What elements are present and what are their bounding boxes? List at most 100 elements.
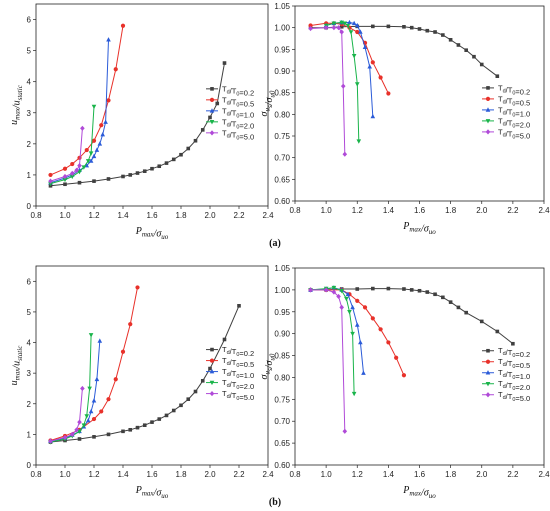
chart-2: 0.8 1.0 1.2 1.4 1.6 1.8 2.0 2.2 2.40.600.650.700…: [259, 2, 550, 236]
x-tick-label: 1.6: [146, 211, 158, 220]
legend-label: Td/T0=2.0: [498, 116, 530, 129]
data-point: [358, 29, 363, 34]
data-point: [171, 157, 176, 162]
data-point: [135, 285, 140, 290]
series-line: [50, 62, 225, 187]
data-point: [386, 340, 391, 345]
data-point: [215, 101, 220, 106]
data-point: [88, 158, 94, 163]
data-point: [91, 138, 97, 143]
data-point: [344, 296, 349, 302]
data-point: [511, 341, 515, 346]
data-point: [48, 178, 53, 184]
legend-label: Td/T0=5.0: [498, 390, 530, 403]
data-point: [351, 54, 357, 59]
legend-entry: Td/T0=1.0: [482, 105, 530, 118]
legend-marker: [210, 347, 214, 352]
legend-entry: Td/T0=0.5: [206, 95, 254, 108]
data-point: [409, 25, 414, 30]
legend-entry: Td/T0=1.0: [206, 106, 254, 119]
y-tick-label: 0.95: [274, 45, 290, 54]
data-point: [48, 438, 53, 444]
series-line: [50, 128, 83, 182]
data-point: [386, 286, 391, 291]
data-point: [84, 414, 90, 419]
legend-label: Td/T0=0.2: [222, 345, 254, 358]
data-point: [91, 104, 97, 110]
y-tick-label: 6: [27, 277, 32, 286]
data-point: [77, 429, 82, 434]
data-point: [342, 151, 348, 157]
data-point: [340, 83, 346, 89]
data-point: [351, 20, 357, 26]
legend-marker: [485, 392, 491, 398]
series-4: [48, 333, 94, 445]
x-tick-label: 2.0: [204, 211, 216, 220]
y-tick-label: 0.85: [274, 352, 290, 361]
data-point: [456, 305, 461, 310]
x-tick-label: 1.6: [146, 470, 158, 479]
legend-entry: Td/T0=5.0: [482, 127, 530, 140]
data-point: [91, 416, 97, 422]
series-2: [308, 287, 407, 378]
data-point: [331, 285, 337, 291]
y-axis-label: σus/σu0: [259, 353, 277, 379]
x-tick-label: 0.8: [289, 470, 301, 479]
data-point: [367, 64, 372, 69]
data-point: [106, 432, 111, 437]
legend-entry: Td/T0=2.0: [206, 378, 254, 391]
data-point: [350, 331, 355, 337]
data-point: [99, 123, 104, 128]
data-point: [142, 423, 147, 427]
x-tick-label: 1.6: [414, 206, 426, 215]
y-tick-label: 0.70: [274, 417, 290, 426]
legend-label: Td/T0=1.0: [498, 368, 530, 381]
y-tick-label: 0.75: [274, 395, 290, 404]
panel-label-b: (b): [269, 497, 281, 508]
data-point: [120, 23, 126, 28]
data-point: [135, 425, 140, 430]
series-line: [50, 25, 124, 176]
x-tick-label: 1.0: [321, 206, 333, 215]
x-tick-label: 1.8: [445, 470, 457, 479]
data-point: [48, 181, 53, 187]
data-point: [336, 293, 341, 300]
x-tick-label: 2.0: [476, 206, 488, 215]
series-line: [310, 287, 355, 394]
data-point: [91, 398, 97, 403]
data-point: [97, 338, 103, 343]
data-point: [128, 322, 133, 327]
legend-entry: Td/T0=0.5: [206, 356, 254, 369]
data-point: [342, 21, 348, 26]
data-point: [378, 327, 383, 332]
data-point: [208, 115, 212, 120]
data-point: [378, 75, 383, 80]
data-point: [92, 179, 96, 183]
data-point: [62, 177, 68, 183]
chart-3: 0.8 1.0 1.2 1.4 1.6 1.8 2.0 2.2 2.4 0 1 2 3 4 5 6 Pmax/σ…: [9, 265, 274, 500]
data-point: [69, 170, 75, 176]
legend-entry: Td/T0=0.2: [482, 346, 530, 359]
x-axis-label: Pmax/σuo: [135, 226, 169, 241]
x-tick-label: 2.4: [538, 206, 550, 215]
data-point: [339, 25, 344, 29]
series-2: [48, 285, 140, 443]
data-point: [85, 418, 91, 423]
data-point: [92, 435, 96, 439]
data-point: [448, 38, 453, 42]
data-point: [74, 427, 79, 433]
data-point: [164, 413, 169, 418]
legend-entry: Td/T0=0.2: [206, 345, 254, 358]
data-point: [70, 161, 75, 167]
legend-entry: Td/T0=5.0: [482, 390, 530, 403]
x-tick-label: 1.0: [59, 470, 71, 479]
data-point: [351, 391, 357, 397]
y-tick-label: 1.00: [274, 286, 290, 295]
data-point: [106, 37, 111, 42]
legend-marker: [486, 348, 490, 353]
data-point: [347, 19, 352, 25]
data-point: [370, 316, 375, 321]
legend-marker: [209, 358, 215, 363]
data-point: [150, 420, 154, 424]
data-point: [186, 146, 191, 151]
